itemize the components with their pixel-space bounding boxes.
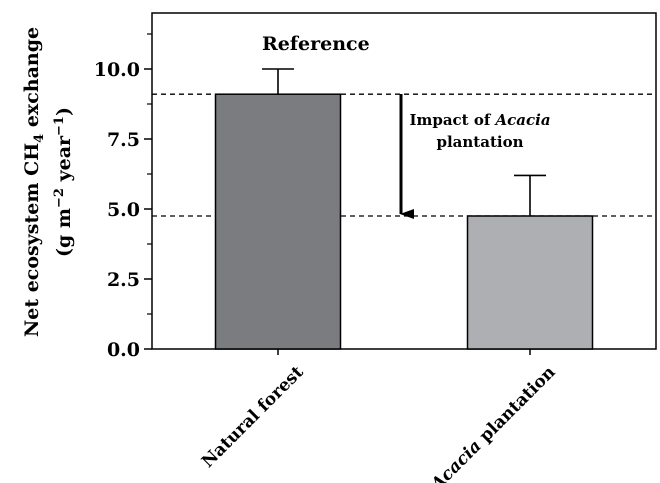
svg-text:(g m−2 year−1): (g m−2 year−1) — [52, 107, 75, 257]
y-axis-units-sup2: −1 — [52, 116, 67, 136]
reference-annotation: Reference — [262, 33, 370, 55]
y-axis-label-line1-end: exchange — [21, 27, 43, 134]
y-axis-label-line1: Net ecosystem CH — [21, 143, 43, 337]
y-axis-units-c: ) — [53, 107, 75, 116]
error-bars — [262, 68, 546, 216]
impact-annotation-a: Impact of — [409, 111, 495, 129]
y-axis-label: Net ecosystem CH4 exchange — [21, 27, 47, 337]
svg-text:Net ecosystem CH4 exchange: Net ecosystem CH4 exchange — [21, 27, 47, 337]
category-labels: Natural forest Acacia plantation — [198, 349, 560, 483]
impact-annotation: Impact of Acacia — [409, 111, 550, 129]
y-axis-label-units: (g m−2 year−1) — [52, 107, 75, 257]
y-axis-ticks: 0.0 2.5 5.0 7.5 10.0 — [94, 33, 152, 361]
y-tick-label: 0.0 — [107, 339, 140, 361]
y-axis-units-b: year — [53, 135, 75, 188]
bar — [466, 215, 594, 350]
y-axis-units-a: (g m — [53, 208, 75, 257]
y-tick-label: 2.5 — [107, 269, 140, 291]
bars — [214, 93, 594, 350]
bar — [214, 93, 342, 350]
y-tick-label: 10.0 — [94, 59, 140, 81]
y-tick-label: 5.0 — [107, 199, 140, 221]
impact-annotation-line2: plantation — [437, 133, 524, 151]
y-axis-label-subscript: 4 — [32, 134, 47, 143]
x-category-label: Natural forest — [198, 362, 308, 472]
y-tick-label: 7.5 — [107, 129, 140, 151]
plot-frame — [151, 12, 657, 350]
x-category-label: Acacia plantation — [426, 362, 560, 483]
y-axis-units-sup1: −2 — [52, 188, 67, 208]
impact-annotation-italic: Acacia — [494, 111, 551, 129]
